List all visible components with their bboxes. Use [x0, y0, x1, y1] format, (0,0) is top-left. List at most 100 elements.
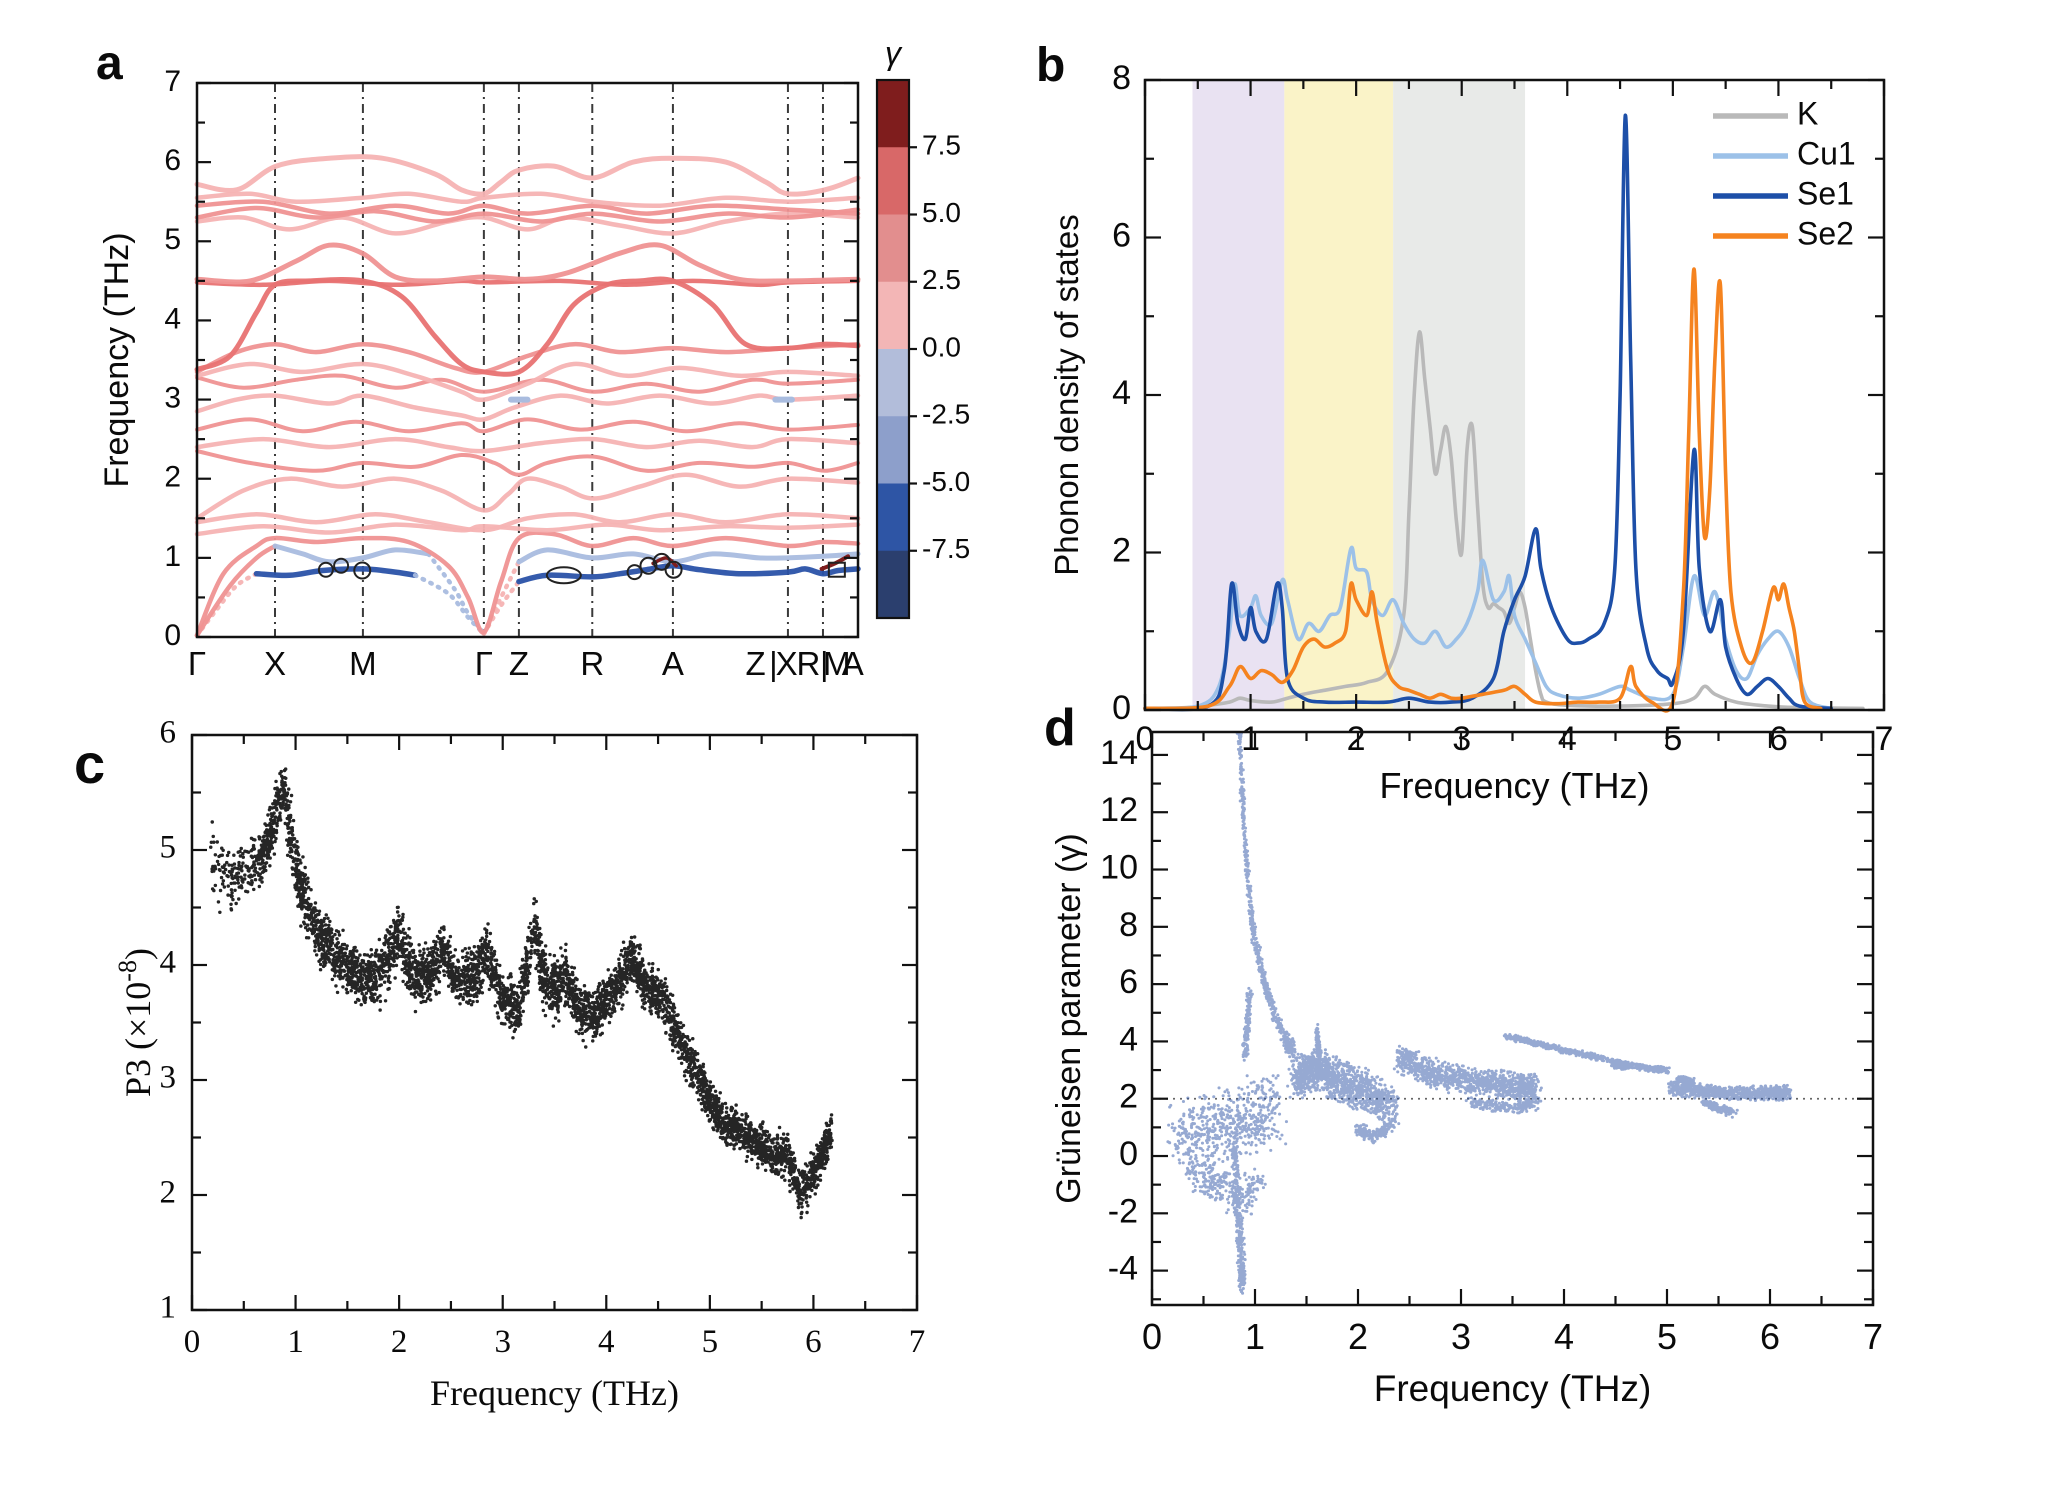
colorbar-tick-label: -2.5: [922, 399, 970, 430]
dos-curve-k: [1143, 330, 1865, 711]
colorbar-tick-label: 5.0: [922, 197, 961, 228]
panel-a-letter: a: [96, 37, 123, 90]
panel-d-ylabel: Grüneisen parameter (γ): [1050, 833, 1088, 1203]
phonon-band: [194, 472, 861, 521]
kpoint-label: M: [349, 645, 377, 682]
kpoint-label: Z: [745, 645, 765, 682]
highlight-circle-marker: [639, 556, 658, 575]
x-tick-label: 3: [1451, 1316, 1471, 1357]
x-tick-label: 0: [1136, 720, 1155, 758]
y-tick-label: 6: [1112, 216, 1131, 254]
phonon-band: [194, 211, 861, 236]
y-tick-label: 1: [160, 1290, 177, 1326]
x-tick-label: 1: [1245, 1316, 1265, 1357]
y-tick-label: 14: [1100, 734, 1138, 772]
panel-c-xlabel: Frequency (THz): [430, 1373, 679, 1413]
legend-label-se2: Se2: [1797, 215, 1854, 251]
panel-b-letter: b: [1036, 39, 1066, 92]
legend: K Cu1 Se1 Se2: [1713, 95, 1856, 251]
panel-b-xlabel: Frequency (THz): [1379, 765, 1649, 806]
x-tick-label: 7: [909, 1324, 926, 1360]
kpoint-label: M: [823, 645, 851, 682]
highlight-circle-marker: [317, 561, 334, 578]
colorbar-segment: [877, 349, 909, 417]
phonon-band: [195, 373, 860, 394]
plot-frame: [190, 733, 919, 1312]
y-tick-label: 2: [160, 1175, 177, 1211]
y-tick-label: 0: [164, 619, 181, 652]
kpoint-label: A: [662, 645, 684, 682]
x-tick-label: 4: [598, 1324, 615, 1360]
plot-frame: [1150, 730, 1875, 1307]
highlight-circle-marker: [626, 564, 643, 581]
kpoint-label: Z: [509, 645, 529, 682]
colorbar-title: γ: [885, 35, 903, 71]
x-tick-label: 4: [1554, 1316, 1574, 1357]
phonon-band: [194, 199, 861, 216]
colorbar-segment: [877, 483, 909, 552]
phonon-band: [194, 242, 861, 285]
phonon-band: [194, 205, 861, 224]
phonon-band: [195, 449, 860, 477]
highlight-circle-marker: [353, 561, 372, 580]
y-tick-label: 5: [160, 830, 177, 866]
phonon-band: [194, 393, 861, 422]
dos-curve-cu1: [1143, 545, 1833, 711]
x-tick-label: 7: [1875, 720, 1894, 758]
y-tick-label: 5: [164, 223, 181, 256]
x-tick-label: 5: [1663, 720, 1682, 758]
highlight-square-marker: [827, 561, 846, 578]
grueneisen-scatter-points: [1166, 731, 1793, 1295]
colorbar-segment: [877, 214, 909, 283]
y-tick-label: 6: [160, 715, 177, 751]
y-tick-label: 4: [1119, 1020, 1138, 1058]
kpoint-label: |: [769, 645, 778, 682]
kpoint-label: R: [580, 645, 604, 682]
y-tick-label: 6: [1119, 963, 1138, 1001]
x-tick-label: 1: [1241, 720, 1260, 758]
colorbar-tick-label: 0.0: [922, 331, 961, 362]
x-tick-label: 4: [1558, 720, 1577, 758]
y-tick-label: 6: [164, 144, 181, 177]
kpoint-label: A: [842, 645, 864, 682]
colorbar-tick-label: 2.5: [922, 264, 961, 295]
y-tick-label: 7: [164, 65, 181, 98]
x-tick-label: 3: [494, 1324, 511, 1360]
kpoint-label: R: [797, 645, 821, 682]
kpoint-label: |: [820, 645, 829, 682]
colorbar-segment: [877, 281, 909, 350]
kpoint-label: Γ: [188, 645, 206, 682]
dos-curve-se1: [1143, 113, 1833, 712]
phonon-band: [194, 530, 861, 638]
y-tick-label: 12: [1100, 791, 1138, 829]
panel-b-chart: 0123456702468Frequency (THz)Phonon densi…: [1048, 59, 1893, 806]
p3-scatter-points: [209, 767, 834, 1220]
colorbar-segment: [877, 550, 909, 619]
y-tick-label: 4: [164, 302, 181, 335]
panel-d-xlabel: Frequency (THz): [1374, 1368, 1652, 1409]
y-tick-label: 3: [164, 381, 181, 414]
kpoint-label: Γ: [475, 645, 493, 682]
x-tick-label: 1: [287, 1324, 304, 1360]
phonon-band: [195, 417, 860, 434]
x-tick-label: 6: [1769, 720, 1788, 758]
phonon-band: [194, 543, 278, 638]
phonon-band: [516, 563, 861, 585]
x-tick-label: 2: [1348, 1316, 1368, 1357]
y-tick-label: 4: [1112, 374, 1131, 412]
y-tick-label: -4: [1108, 1250, 1138, 1288]
kpoint-label: X: [264, 645, 286, 682]
y-tick-label: 0: [1119, 1135, 1138, 1173]
y-tick-label: 8: [1112, 59, 1131, 97]
colorbar-segment: [877, 147, 909, 215]
x-tick-label: 5: [1657, 1316, 1677, 1357]
legend-label-cu1: Cu1: [1797, 135, 1856, 171]
y-tick-label: 10: [1100, 849, 1138, 887]
phonon-band: [253, 566, 418, 579]
phonon-band: [194, 511, 861, 533]
x-tick-label: 2: [1347, 720, 1366, 758]
x-tick-label: 7: [1863, 1316, 1883, 1357]
